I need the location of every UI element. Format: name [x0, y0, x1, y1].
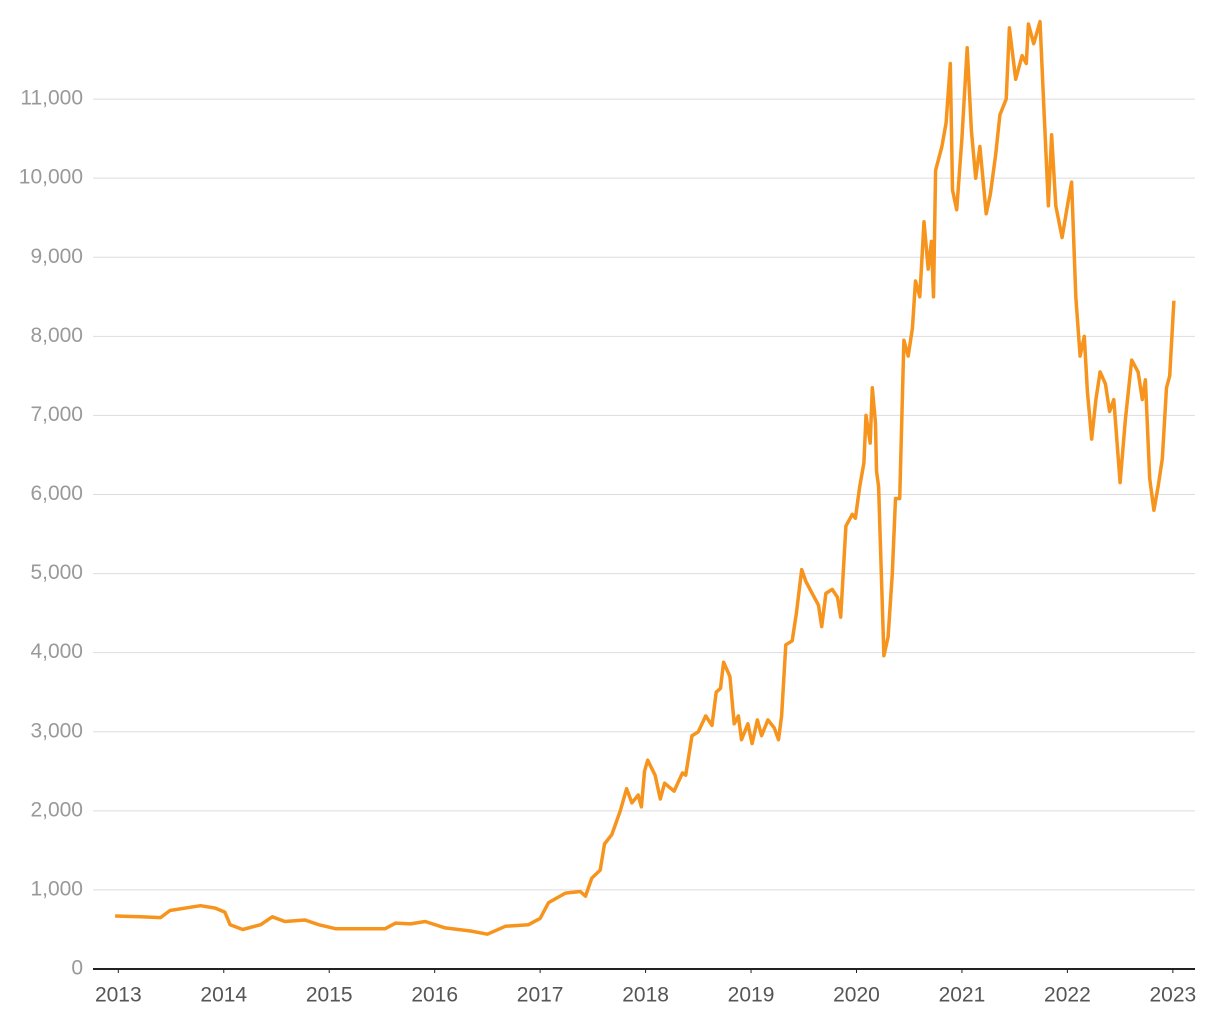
y-tick-label: 5,000	[30, 561, 83, 584]
x-tick-label: 2017	[517, 984, 564, 1007]
x-tick-label: 2022	[1044, 984, 1091, 1007]
line	[115, 19, 1176, 936]
y-tick-label: 9,000	[30, 245, 83, 268]
x-tick-label: 2018	[622, 984, 669, 1007]
y-tick-label: 2,000	[30, 798, 83, 821]
y-tick-label: 1,000	[30, 877, 83, 900]
y-tick-label: 7,000	[30, 403, 83, 426]
x-tick-label: 2016	[411, 984, 458, 1007]
y-tick-label: 10,000	[19, 166, 83, 189]
x-tick-label: 2023	[1149, 984, 1196, 1007]
y-tick-label: 11,000	[20, 87, 83, 110]
x-tick-label: 2021	[939, 984, 986, 1007]
y-tick-label: 8,000	[30, 324, 83, 347]
x-tick-label: 2014	[200, 984, 247, 1007]
y-tick-label: 0	[71, 957, 83, 980]
x-tick-label: 2019	[728, 984, 775, 1007]
x-tick-label: 2015	[306, 984, 353, 1007]
x-tick-label: 2013	[95, 984, 142, 1007]
y-tick-label: 4,000	[30, 640, 83, 663]
y-tick-label: 3,000	[30, 719, 83, 742]
y-tick-label: 6,000	[30, 482, 83, 505]
x-tick-label: 2020	[833, 984, 880, 1007]
